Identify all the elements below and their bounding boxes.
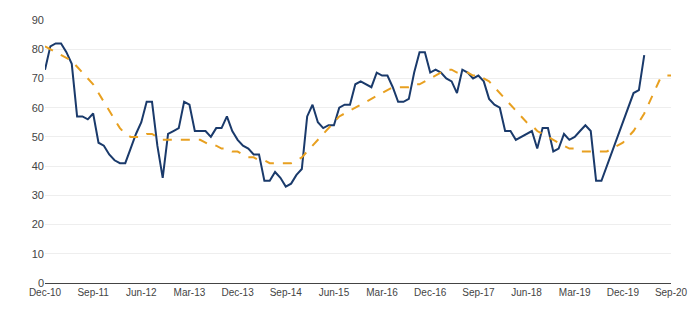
svg-text:Sep-11: Sep-11 — [77, 287, 109, 298]
svg-text:Dec-10: Dec-10 — [29, 287, 62, 298]
svg-text:Jun-12: Jun-12 — [126, 287, 157, 298]
svg-text:Sep-20: Sep-20 — [655, 287, 688, 298]
svg-text:Jun-18: Jun-18 — [511, 287, 542, 298]
svg-text:50: 50 — [32, 131, 44, 143]
svg-text:0: 0 — [38, 277, 44, 289]
svg-text:Dec-16: Dec-16 — [414, 287, 447, 298]
svg-text:80: 80 — [32, 43, 44, 55]
svg-text:40: 40 — [32, 160, 44, 172]
svg-text:Sep-17: Sep-17 — [462, 287, 495, 298]
svg-text:10: 10 — [32, 248, 44, 260]
svg-text:Mar-19: Mar-19 — [559, 287, 591, 298]
svg-text:70: 70 — [32, 72, 44, 84]
svg-text:30: 30 — [32, 189, 44, 201]
svg-text:Dec-19: Dec-19 — [607, 287, 640, 298]
svg-text:60: 60 — [32, 102, 44, 114]
svg-text:Jun-15: Jun-15 — [319, 287, 350, 298]
svg-text:Dec-13: Dec-13 — [221, 287, 254, 298]
svg-text:20: 20 — [32, 218, 44, 230]
svg-text:Sep-14: Sep-14 — [270, 287, 303, 298]
svg-text:Mar-16: Mar-16 — [366, 287, 398, 298]
svg-text:90: 90 — [32, 14, 44, 26]
svg-text:Mar-13: Mar-13 — [174, 287, 206, 298]
